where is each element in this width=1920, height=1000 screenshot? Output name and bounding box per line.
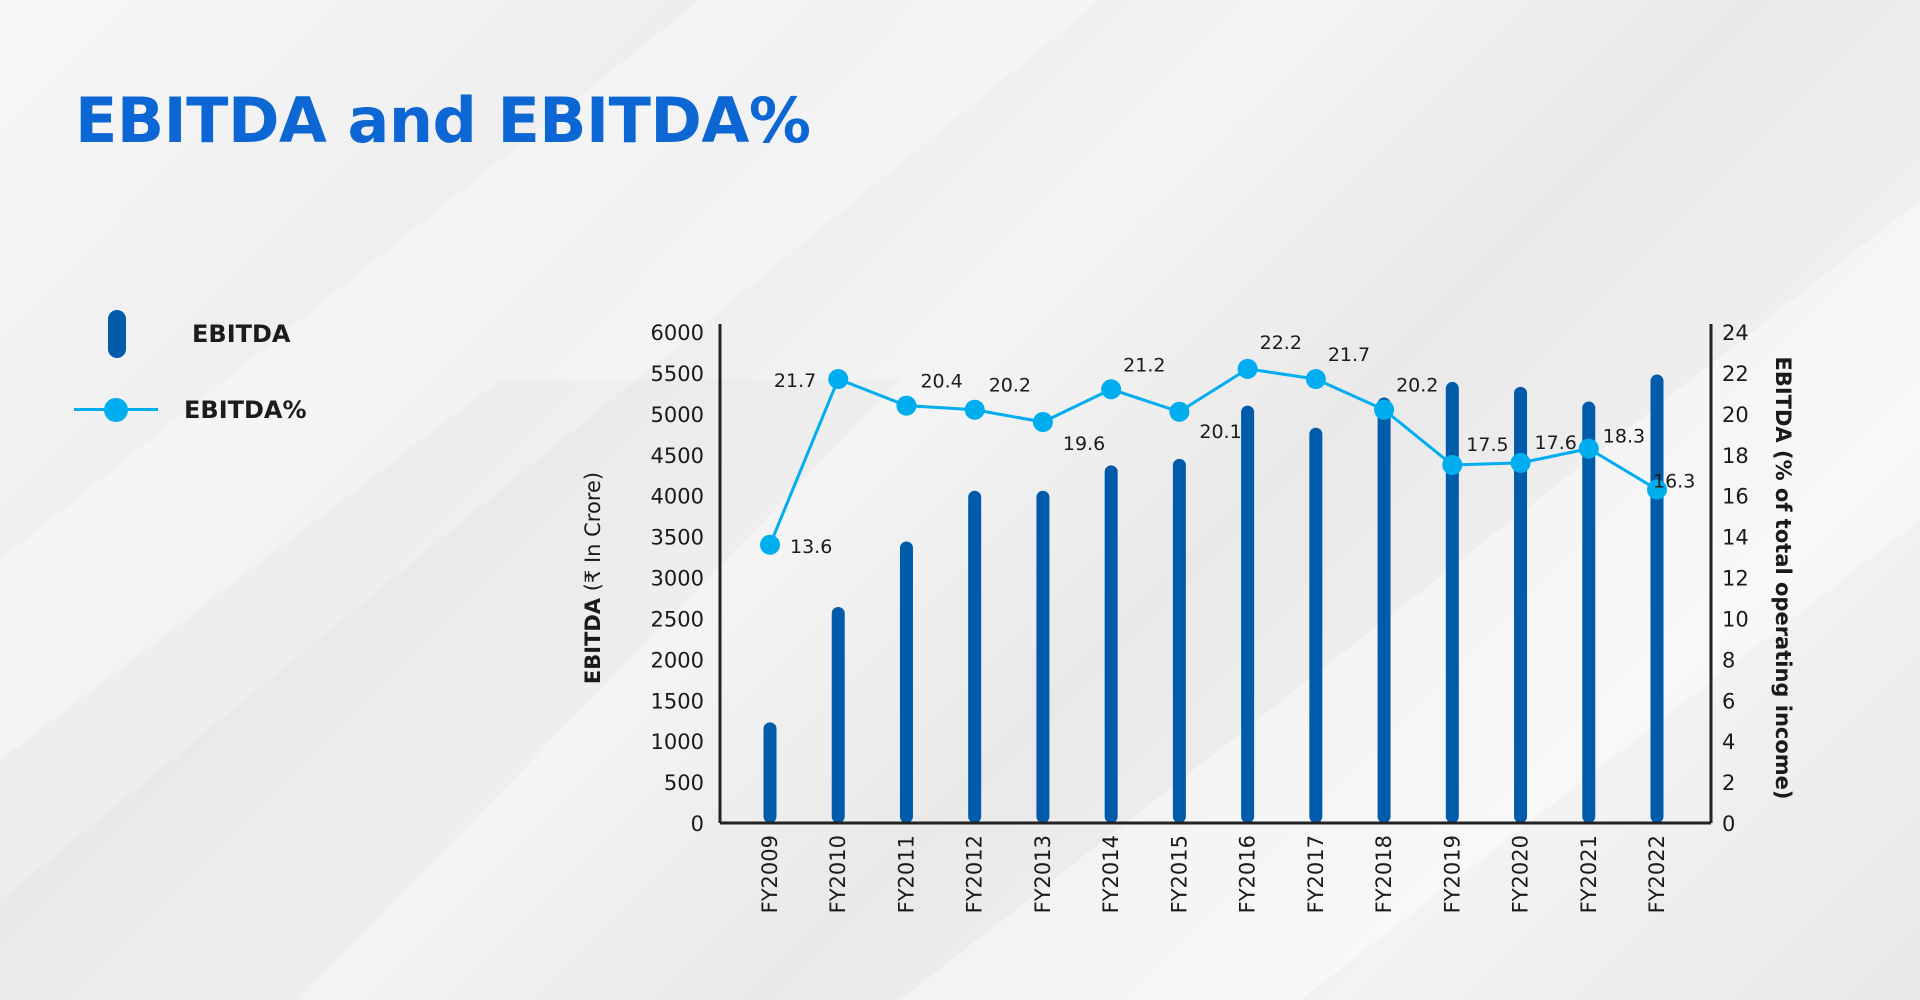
ebitda-percent-point-FY2013	[1032, 412, 1053, 433]
x-tick-label: FY2021	[1577, 835, 1601, 913]
data-label: 18.3	[1603, 426, 1645, 448]
data-label: 17.6	[1535, 432, 1577, 454]
data-label: 20.1	[1199, 421, 1241, 443]
left-tick-label: 5000	[651, 403, 704, 427]
x-tick-label: FY2012	[963, 835, 987, 913]
data-label: 21.7	[1328, 344, 1370, 366]
ebitda-percent-point-FY2022	[1647, 479, 1667, 500]
bar-FY2015	[1172, 458, 1186, 823]
legend-item-ebitda-percent: EBITDA%	[74, 396, 307, 424]
ebitda-percent-point-FY2019	[1442, 454, 1463, 475]
x-tick-label: FY2013	[1031, 835, 1055, 913]
right-tick-label: 4	[1722, 730, 1735, 754]
right-tick-label: 12	[1722, 567, 1749, 591]
ebitda-percent-point-FY2012	[964, 399, 985, 420]
data-label: 21.2	[1123, 354, 1165, 376]
bar-FY2012	[968, 490, 982, 823]
left-tick-label: 3000	[651, 567, 704, 591]
bar-FY2011	[899, 541, 913, 823]
ebitda-percent-point-FY2015	[1169, 401, 1190, 422]
data-label: 20.4	[920, 371, 962, 393]
data-label: 19.6	[1063, 433, 1105, 455]
x-tick-label: FY2019	[1440, 835, 1464, 913]
ebitda-percent-point-FY2018	[1374, 399, 1395, 420]
right-tick-label: 20	[1722, 403, 1749, 427]
left-tick-label: 1500	[651, 689, 704, 713]
ebitda-percent-point-FY2009	[760, 534, 780, 555]
data-label: 20.2	[1396, 375, 1438, 397]
left-tick-label: 1000	[651, 730, 704, 754]
data-label: 16.3	[1653, 471, 1695, 493]
left-tick-label: 4000	[651, 485, 704, 509]
left-tick-label: 0	[691, 812, 704, 836]
left-tick-label: 2500	[651, 607, 704, 631]
data-label: 13.6	[790, 536, 832, 558]
x-tick-label: FY2022	[1645, 835, 1669, 913]
x-tick-label: FY2010	[826, 835, 850, 913]
bar-legend-icon	[108, 310, 126, 358]
x-tick-label: FY2017	[1304, 835, 1328, 913]
bar-FY2019	[1445, 381, 1459, 823]
left-tick-label: 6000	[651, 321, 704, 345]
left-axis-title: EBITDA (₹ In Crore)	[581, 472, 605, 684]
ebitda-percent-point-FY2010	[828, 369, 849, 390]
bar-FY2010	[831, 606, 845, 823]
left-tick-label: 2000	[651, 648, 704, 672]
data-label: 17.5	[1466, 434, 1508, 456]
data-label: 20.2	[989, 375, 1031, 397]
x-tick-label: FY2011	[894, 835, 918, 913]
right-tick-label: 2	[1722, 771, 1735, 795]
ebitda-percent-point-FY2016	[1237, 358, 1258, 379]
right-tick-label: 14	[1722, 526, 1749, 550]
left-axis-title-bold: EBITDA	[581, 597, 605, 684]
right-axis-title: EBITDA (% of total operating income)	[1771, 357, 1795, 800]
bar-FY2021	[1582, 401, 1596, 823]
right-tick-label: 8	[1722, 648, 1735, 672]
right-tick-label: 0	[1722, 812, 1735, 836]
bar-FY2017	[1309, 427, 1323, 823]
ebitda-percent-point-FY2011	[896, 395, 917, 416]
ebitda-percent-point-FY2020	[1510, 452, 1531, 473]
right-tick-label: 10	[1722, 607, 1749, 631]
legend-item-ebitda: EBITDA	[108, 310, 290, 358]
right-tick-label: 16	[1722, 485, 1749, 509]
left-tick-label: 3500	[651, 526, 704, 550]
left-tick-label: 5500	[651, 362, 704, 386]
ebitda-percent-point-FY2017	[1305, 369, 1326, 390]
bar-FY2016	[1241, 405, 1255, 823]
x-tick-label: FY2015	[1167, 835, 1191, 913]
bar-FY2009	[763, 722, 777, 823]
data-label: 21.7	[774, 370, 816, 392]
legend-label: EBITDA%	[184, 396, 307, 424]
right-tick-label: 24	[1722, 321, 1749, 345]
right-tick-label: 6	[1722, 689, 1735, 713]
ebitda-percent-line	[768, 367, 1658, 546]
bar-FY2018	[1377, 397, 1391, 823]
right-tick-label: 22	[1722, 362, 1749, 386]
left-tick-label: 500	[664, 771, 704, 795]
legend-label: EBITDA	[192, 320, 291, 348]
left-tick-label: 4500	[651, 444, 704, 468]
x-tick-label: FY2016	[1236, 835, 1260, 913]
x-tick-label: FY2014	[1099, 835, 1123, 913]
bar-FY2013	[1036, 490, 1050, 823]
bar-FY2014	[1104, 465, 1118, 823]
bar-FY2022	[1650, 374, 1664, 823]
line-dot-legend-icon	[74, 398, 158, 422]
bar-FY2020	[1514, 386, 1528, 823]
data-label: 22.2	[1260, 332, 1302, 354]
ebitda-percent-point-FY2021	[1578, 438, 1599, 459]
x-tick-label: FY2009	[758, 835, 782, 913]
x-tick-label: FY2018	[1372, 835, 1396, 913]
page-title: EBITDA and EBITDA%	[75, 84, 811, 157]
left-axis-title-rest: (₹ In Crore)	[581, 472, 605, 598]
ebitda-percent-point-FY2014	[1101, 379, 1122, 400]
right-tick-label: 18	[1722, 444, 1749, 468]
x-tick-label: FY2020	[1509, 835, 1533, 913]
